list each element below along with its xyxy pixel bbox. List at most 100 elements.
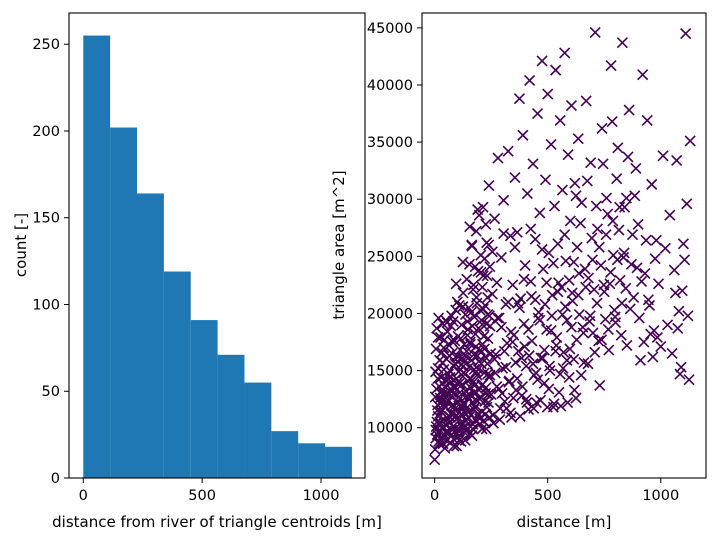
scatter-point [684, 135, 696, 147]
scatter-point [475, 314, 488, 326]
scatter-point [543, 247, 555, 259]
scatter-point [477, 415, 490, 427]
scatter-point [628, 291, 640, 304]
scatter-y-tick-label: 30000 [367, 192, 413, 208]
scatter-point [677, 238, 689, 250]
scatter-point [502, 296, 514, 308]
scatter-point [582, 358, 594, 370]
scatter-point [527, 358, 539, 370]
scatter-point [548, 398, 560, 410]
scatter-point [498, 227, 510, 240]
scatter-point [452, 330, 464, 342]
scatter-point [553, 277, 565, 289]
scatter-point [519, 341, 531, 353]
scatter-point [576, 197, 588, 209]
histogram-y-axis-label: count [-] [12, 213, 30, 277]
scatter-point [681, 198, 693, 210]
scatter-point [668, 264, 680, 276]
scatter-point [680, 27, 692, 40]
scatter-point [505, 326, 517, 338]
scatter-point [458, 338, 470, 350]
scatter-point [652, 278, 665, 290]
histogram-bar [217, 354, 245, 478]
scatter-point [467, 279, 480, 291]
scatter-point [678, 254, 691, 266]
scatter-point [577, 327, 590, 339]
scatter-point [521, 187, 533, 200]
scatter-point [582, 272, 594, 284]
scatter-point [572, 133, 584, 145]
scatter-point [556, 309, 568, 321]
scatter-point [649, 253, 661, 265]
scatter-point [579, 263, 591, 275]
scatter-point [496, 362, 509, 374]
scatter-point [591, 297, 603, 309]
scatter-point [432, 331, 444, 344]
scatter-point [624, 303, 636, 315]
scatter-x-tick-label: 1000 [642, 488, 679, 504]
scatter-point [543, 383, 555, 395]
histogram-bar [136, 193, 164, 478]
scatter-point [459, 309, 471, 321]
scatter-point [492, 152, 504, 164]
scatter-point [491, 312, 504, 324]
scatter-point [626, 229, 639, 241]
scatter-point [473, 209, 485, 221]
scatter-point [620, 192, 632, 204]
scatter-point [481, 270, 493, 282]
scatter-point [496, 387, 508, 400]
scatter-point [646, 178, 658, 190]
scatter-point [466, 239, 478, 251]
scatter-point [622, 151, 634, 163]
scatter-point [612, 142, 624, 154]
scatter-point [457, 287, 469, 299]
scatter-point [529, 233, 541, 245]
scatter-point [561, 354, 573, 366]
scatter-point [600, 229, 612, 241]
scatter-point [609, 311, 621, 323]
histogram-bar [298, 443, 326, 478]
scatter-y-tick-label: 40000 [367, 78, 413, 94]
scatter-point [536, 243, 548, 256]
scatter-point [554, 114, 566, 126]
scatter-point [606, 115, 618, 128]
histogram-y-tick-label: 100 [32, 297, 60, 313]
scatter-point [470, 225, 482, 237]
scatter-point [522, 323, 535, 336]
scatter-point [539, 298, 551, 310]
scatter-point [574, 217, 587, 229]
scatter-point [464, 427, 476, 440]
scatter-point [502, 145, 514, 157]
scatter-point [525, 223, 537, 235]
scatter-point [602, 208, 614, 220]
scatter-point [600, 192, 613, 204]
scatter-point [480, 423, 492, 435]
scatter-point [507, 279, 519, 291]
scatter-point [525, 290, 538, 302]
scatter-point [474, 344, 486, 356]
scatter-point [618, 247, 630, 259]
scatter-point [581, 175, 593, 187]
scatter-x-axis-label: distance [m] [517, 513, 612, 531]
scatter-point [620, 282, 632, 294]
scatter-point [589, 26, 601, 38]
scatter-point [463, 361, 475, 373]
scatter-point [564, 343, 576, 355]
scatter-point [479, 299, 491, 312]
scatter-point [534, 207, 546, 219]
scatter-point [442, 368, 455, 380]
scatter-point [482, 333, 494, 345]
scatter-point [541, 277, 553, 289]
scatter-point [523, 350, 535, 362]
scatter-point [457, 256, 469, 268]
scatter-point [530, 367, 542, 379]
scatter-point [509, 171, 521, 184]
scatter-point [547, 257, 559, 269]
histogram-x-axis-label: distance from river of triangle centroid… [52, 513, 382, 531]
scatter-point [452, 411, 464, 424]
scatter-point [481, 358, 493, 370]
scatter-point [501, 402, 513, 414]
scatter-point [543, 360, 556, 372]
